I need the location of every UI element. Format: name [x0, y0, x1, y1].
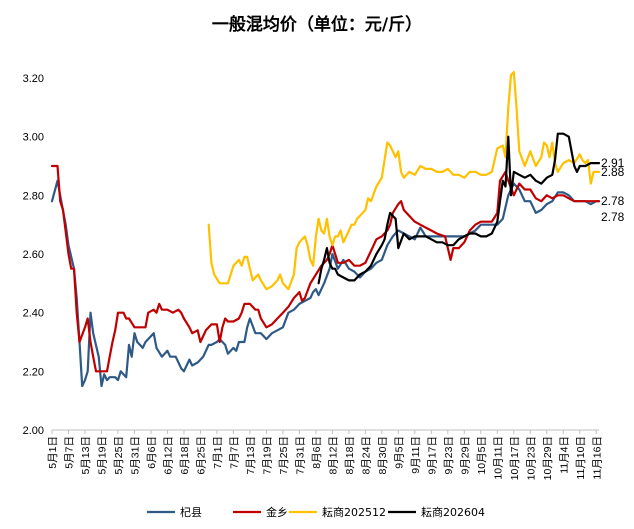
- x-tick-label: 8月6日: [311, 436, 323, 469]
- x-tick-label: 7月1日: [212, 436, 224, 469]
- x-tick-label: 6月25日: [195, 436, 207, 475]
- x-tick-label: 8月24日: [360, 436, 372, 475]
- legend-label-3: 耘商202604: [421, 505, 485, 519]
- end-value-label-2: 2.88: [601, 165, 625, 179]
- x-tick-label: 9月5日: [393, 436, 405, 469]
- end-value-label-3: 2.91: [601, 156, 625, 170]
- y-tick-label: 2.00: [23, 425, 44, 437]
- series-line-2: [207, 70, 601, 291]
- y-tick-label: 2.80: [23, 190, 44, 202]
- legend-label-1: 金乡: [266, 505, 288, 519]
- y-tick-label: 3.20: [23, 73, 44, 85]
- legend-label-2: 耘商202512: [322, 505, 386, 519]
- x-tick-label: 11月16日: [591, 436, 603, 480]
- x-tick-label: 10月11日: [492, 436, 504, 480]
- series-line-0: [50, 179, 601, 388]
- x-tick-label: 11月10日: [575, 436, 587, 480]
- x-tick-label: 7月7日: [228, 436, 240, 469]
- x-tick-label: 5月13日: [80, 436, 92, 475]
- x-tick-label: 9月29日: [459, 436, 471, 475]
- y-tick-label: 2.20: [23, 366, 44, 378]
- x-tick-label: 11月4日: [558, 436, 570, 474]
- y-tick-label: 2.60: [23, 249, 44, 261]
- end-value-label-0: 2.78: [601, 210, 625, 224]
- end-value-label-1: 2.78: [601, 194, 625, 208]
- x-tick-label: 10月17日: [509, 436, 521, 480]
- legend-label-0: 杞县: [180, 505, 202, 519]
- series-line-1: [50, 164, 601, 373]
- x-tick-label: 6月18日: [179, 436, 191, 475]
- x-tick-label: 5月7日: [63, 436, 75, 469]
- x-tick-label: 9月17日: [426, 436, 438, 475]
- x-tick-label: 5月25日: [113, 436, 125, 475]
- x-tick-label: 8月18日: [344, 436, 356, 475]
- x-tick-label: 5月1日: [47, 436, 59, 469]
- plot-area: 2.00 2.20 2.40 2.60 2.80 3.00 3.20 5月1日 5月7日 5月13…: [23, 70, 625, 480]
- series-line-3: [317, 132, 601, 285]
- x-tick-label: 6月6日: [146, 436, 158, 469]
- y-tick-label: 3.00: [23, 132, 44, 144]
- y-tick-label: 2.40: [23, 308, 44, 320]
- x-tick-label: 9月23日: [443, 436, 455, 475]
- x-tick-label: 7月13日: [245, 436, 257, 475]
- x-tick-label: 7月25日: [278, 436, 290, 475]
- legend: 杞县 金乡 耘商202512 耘商202604: [147, 505, 485, 519]
- x-tick-label: 8月30日: [377, 436, 389, 475]
- x-tick-label: 9月11日: [410, 436, 422, 474]
- chart-title: 一般混均价（单位：元/斤）: [212, 14, 422, 35]
- x-tick-label: 6月12日: [162, 436, 174, 475]
- x-tick-label: 7月19日: [261, 436, 273, 475]
- x-tick-label: 10月5日: [476, 436, 488, 475]
- x-tick-label: 5月31日: [129, 436, 141, 475]
- x-tick-label: 10月29日: [542, 436, 554, 480]
- x-tick-label: 7月31日: [294, 436, 306, 475]
- x-tick-label: 5月19日: [96, 436, 108, 475]
- x-tick-label: 10月23日: [525, 436, 537, 480]
- x-tick-label: 8月12日: [327, 436, 339, 475]
